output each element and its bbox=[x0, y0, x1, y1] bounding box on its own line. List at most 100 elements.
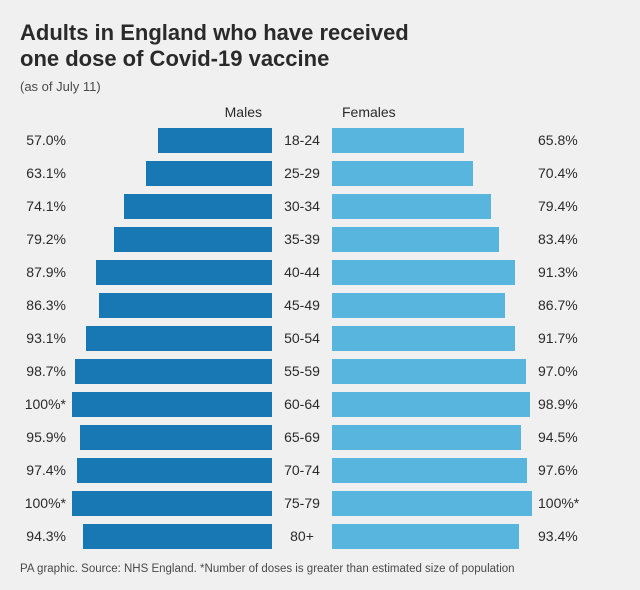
female-bar-zone bbox=[332, 359, 532, 384]
chart-row: 63.1%25-2970.4% bbox=[20, 157, 620, 190]
male-value-label: 93.1% bbox=[20, 330, 72, 346]
male-bar bbox=[86, 326, 272, 351]
female-bar bbox=[332, 128, 464, 153]
male-bar bbox=[158, 128, 272, 153]
female-bar bbox=[332, 524, 519, 549]
male-value-label: 74.1% bbox=[20, 198, 72, 214]
chart-row: 94.3% 80+ 93.4% bbox=[20, 520, 620, 553]
male-bar-zone bbox=[72, 260, 272, 285]
age-label: 65-69 bbox=[272, 429, 332, 445]
female-bar bbox=[332, 260, 515, 285]
female-value-label: 91.7% bbox=[532, 330, 590, 346]
male-bar bbox=[99, 293, 272, 318]
male-bar-zone bbox=[72, 194, 272, 219]
female-value-label: 91.3% bbox=[532, 264, 590, 280]
male-bar bbox=[72, 491, 272, 516]
female-bar bbox=[332, 458, 527, 483]
female-bar bbox=[332, 227, 499, 252]
chart-row: 93.1% 50-54 91.7% bbox=[20, 322, 620, 355]
male-value-label: 100%* bbox=[20, 495, 72, 511]
female-bar-zone bbox=[332, 161, 532, 186]
chart-row: 74.1% 30-34 79.4% bbox=[20, 190, 620, 223]
male-value-label: 97.4% bbox=[20, 462, 72, 478]
male-value-label: 94.3% bbox=[20, 528, 72, 544]
age-label: 75-79 bbox=[272, 495, 332, 511]
chart-row: 87.9% 40-44 91.3% bbox=[20, 256, 620, 289]
female-bar bbox=[332, 359, 526, 384]
female-value-label: 93.4% bbox=[532, 528, 590, 544]
age-label: 70-74 bbox=[272, 462, 332, 478]
male-value-label: 98.7% bbox=[20, 363, 72, 379]
female-bar bbox=[332, 425, 521, 450]
female-bar bbox=[332, 392, 530, 417]
female-bar-zone bbox=[332, 194, 532, 219]
female-bar-zone bbox=[332, 491, 532, 516]
chart-row: 79.2% 35-39 83.4% bbox=[20, 223, 620, 256]
age-label: 35-39 bbox=[272, 231, 332, 247]
age-label: 80+ bbox=[272, 528, 332, 544]
female-value-label: 100%* bbox=[532, 495, 590, 511]
female-bar-zone bbox=[332, 128, 532, 153]
male-value-label: 100%* bbox=[20, 396, 72, 412]
male-bar bbox=[80, 425, 272, 450]
male-bar bbox=[72, 392, 272, 417]
female-value-label: 98.9% bbox=[532, 396, 590, 412]
male-bar-zone bbox=[72, 161, 272, 186]
female-value-label: 94.5% bbox=[532, 429, 590, 445]
age-label: 45-49 bbox=[272, 297, 332, 313]
title-line1: Adults in England who have received bbox=[20, 20, 409, 45]
female-bar-zone bbox=[332, 458, 532, 483]
male-bar-zone bbox=[72, 491, 272, 516]
age-label: 30-34 bbox=[272, 198, 332, 214]
age-label: 18-24 bbox=[272, 132, 332, 148]
female-bar bbox=[332, 293, 505, 318]
female-value-label: 83.4% bbox=[532, 231, 590, 247]
female-value-label: 79.4% bbox=[532, 198, 590, 214]
male-bar-zone bbox=[72, 524, 272, 549]
female-value-label: 97.0% bbox=[532, 363, 590, 379]
male-value-label: 86.3% bbox=[20, 297, 72, 313]
male-bar-zone bbox=[72, 128, 272, 153]
header-females: Females bbox=[332, 104, 584, 120]
chart-row: 97.4% 70-74 97.6% bbox=[20, 454, 620, 487]
female-bar-zone bbox=[332, 425, 532, 450]
column-headers: Males Females bbox=[20, 104, 620, 120]
female-bar-zone bbox=[332, 227, 532, 252]
chart-footnote: PA graphic. Source: NHS England. *Number… bbox=[20, 563, 620, 575]
chart-subtitle: (as of July 11) bbox=[20, 79, 620, 94]
male-bar bbox=[114, 227, 272, 252]
chart-row: 100%* 60-64 98.9% bbox=[20, 388, 620, 421]
female-value-label: 86.7% bbox=[532, 297, 590, 313]
female-value-label: 97.6% bbox=[532, 462, 590, 478]
male-bar bbox=[146, 161, 272, 186]
male-value-label: 95.9% bbox=[20, 429, 72, 445]
age-label: 25-29 bbox=[272, 165, 332, 181]
male-bar bbox=[75, 359, 272, 384]
male-value-label: 63.1% bbox=[20, 165, 72, 181]
age-label: 50-54 bbox=[272, 330, 332, 346]
female-bar bbox=[332, 326, 515, 351]
chart-row: 100%* 75-79 100%* bbox=[20, 487, 620, 520]
title-line2: one dose of Covid-19 vaccine bbox=[20, 46, 329, 71]
chart-rows: 57.0%18-2465.8%63.1%25-2970.4%74.1%30-34… bbox=[20, 124, 620, 553]
male-bar-zone bbox=[72, 458, 272, 483]
age-label: 40-44 bbox=[272, 264, 332, 280]
male-value-label: 87.9% bbox=[20, 264, 72, 280]
header-males: Males bbox=[20, 104, 272, 120]
female-value-label: 65.8% bbox=[532, 132, 590, 148]
age-label: 55-59 bbox=[272, 363, 332, 379]
male-value-label: 79.2% bbox=[20, 231, 72, 247]
chart-title: Adults in England who have received one … bbox=[20, 20, 620, 73]
male-bar bbox=[96, 260, 272, 285]
age-label: 60-64 bbox=[272, 396, 332, 412]
chart-row: 98.7% 55-59 97.0% bbox=[20, 355, 620, 388]
male-bar-zone bbox=[72, 293, 272, 318]
male-bar-zone bbox=[72, 326, 272, 351]
male-value-label: 57.0% bbox=[20, 132, 72, 148]
chart-row: 86.3% 45-49 86.7% bbox=[20, 289, 620, 322]
female-bar-zone bbox=[332, 524, 532, 549]
chart-row: 57.0% 18-24 65.8% bbox=[20, 124, 620, 157]
chart-row: 95.9% 65-69 94.5% bbox=[20, 421, 620, 454]
male-bar-zone bbox=[72, 359, 272, 384]
female-bar-zone bbox=[332, 260, 532, 285]
